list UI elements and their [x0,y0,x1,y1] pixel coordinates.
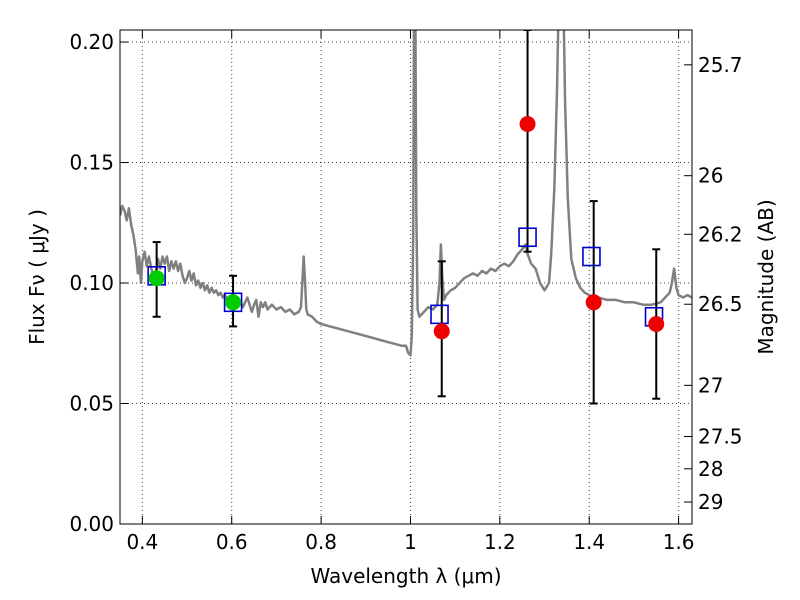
y-tick-label: 0.00 [69,512,114,536]
x-tick-label: 1.6 [663,530,695,554]
infrared-point [585,294,602,311]
y2-tick-label: 26.5 [698,292,743,316]
y-tick-label: 0.20 [69,30,114,54]
infrared-point [519,115,536,132]
grid [120,30,692,524]
infrared-point [433,323,450,340]
model-square [518,227,537,248]
y2-axis-title: Magnitude (AB) [754,199,778,354]
template-spectrum-line [120,30,692,357]
plot-frame [119,29,693,525]
x-tick-label: 1.2 [484,530,516,554]
x-axis-title: Wavelength λ (μm) [310,564,501,588]
model-squares [147,227,664,327]
x-tick-label: 0.6 [216,530,248,554]
y2-tick-label: 27.5 [698,425,743,449]
y2-tick-label: 26 [698,164,723,188]
y-tick-label: 0.15 [69,151,114,175]
axis-ticks: 0.4 0.6 0.8 1 1.2 1.4 1.6 0.00 0.05 0.10 0.15 0.20 2… [69,30,743,554]
model-square [223,292,243,313]
y2-tick-label: 26.2 [698,222,743,246]
optical-point [148,270,165,287]
y2-tick-label: 28 [698,457,723,481]
y-tick-label: 0.05 [69,392,114,416]
x-tick-label: 1.4 [573,530,605,554]
infrared-point [648,315,665,332]
model-square [430,304,449,325]
y2-tick-label: 29 [698,490,723,514]
x-tick-label: 1 [404,530,417,554]
data-points [148,115,665,340]
x-tick-label: 0.4 [126,530,158,554]
y2-tick-label: 27 [698,373,723,397]
y-axis-title: Flux Fν ( μJy ) [25,209,49,345]
model-square [582,246,601,267]
y2-tick-label: 25.7 [698,53,743,77]
y-tick-label: 0.10 [69,271,114,295]
optical-point [225,294,242,311]
x-tick-label: 0.8 [305,530,337,554]
